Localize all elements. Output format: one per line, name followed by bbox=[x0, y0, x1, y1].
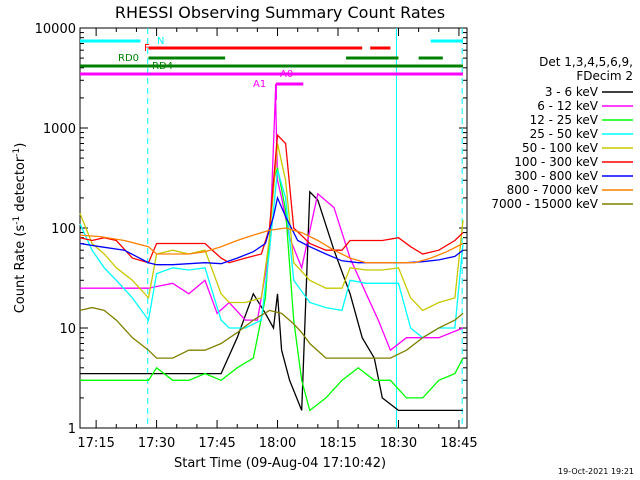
series-line-0 bbox=[80, 190, 463, 412]
y-tick-label: 10000 bbox=[35, 22, 76, 37]
legend-label-8: 7000 - 15000 keV bbox=[491, 197, 598, 211]
annotation-label-a0: A0 bbox=[280, 69, 293, 80]
series-line-1 bbox=[80, 91, 464, 352]
series-line-3 bbox=[79, 169, 464, 339]
y-tick-label: 1 bbox=[68, 422, 76, 437]
legend-label-0: 3 - 6 keV bbox=[545, 85, 599, 99]
series-line-7 bbox=[79, 227, 464, 264]
plot-frame bbox=[79, 27, 468, 429]
y-tick-label: 100 bbox=[51, 222, 76, 237]
y-axis-label: Count Rate (s-1 detector-1) bbox=[12, 143, 28, 314]
series-line-8 bbox=[79, 306, 464, 359]
legend-label-7: 800 - 7000 keV bbox=[507, 183, 599, 197]
legend-label-6: 300 - 800 keV bbox=[514, 169, 598, 183]
x-tick-label: 18:45 bbox=[440, 436, 477, 451]
annotation-label-f: F bbox=[144, 43, 150, 54]
legend-header-line2: FDecim 2 bbox=[576, 69, 633, 83]
series-line-4 bbox=[79, 143, 464, 312]
legend-label-3: 25 - 50 keV bbox=[530, 127, 599, 141]
legend-label-2: 12 - 25 keV bbox=[530, 113, 599, 127]
annotation-label-rd4: RD4 bbox=[152, 61, 173, 72]
series-lines bbox=[79, 91, 464, 412]
x-tick-label: 17:30 bbox=[138, 436, 175, 451]
legend-label-4: 50 - 100 keV bbox=[522, 141, 599, 155]
y-tick-label: 10 bbox=[59, 322, 76, 337]
annotation-bars: NF RD0 RD4 A0 A1 bbox=[80, 28, 463, 428]
x-axis-label: Start Time (09-Aug-04 17:10:42) bbox=[174, 456, 386, 471]
legend-header-line1: Det 1,3,4,5,6,9, bbox=[539, 55, 633, 69]
annotation-label-rd0: RD0 bbox=[118, 53, 139, 64]
y-tick-label: 1000 bbox=[43, 122, 76, 137]
legend-label-1: 6 - 12 keV bbox=[537, 99, 599, 113]
annotation-label-a1: A1 bbox=[253, 79, 266, 90]
x-tick-label: 17:45 bbox=[198, 436, 235, 451]
legend-label-5: 100 - 300 keV bbox=[514, 155, 598, 169]
x-tick-label: 18:00 bbox=[259, 436, 296, 451]
x-tick-label: 17:15 bbox=[77, 436, 114, 451]
series-line-2 bbox=[80, 167, 464, 412]
chart-title: RHESSI Observing Summary Count Rates bbox=[115, 3, 445, 22]
annotation-label-n: N bbox=[157, 36, 164, 47]
x-tick-label: 18:15 bbox=[319, 436, 356, 451]
y-axis: 1 10 100 1000 10000 bbox=[35, 22, 467, 437]
x-axis: 17:15 17:30 17:45 18:00 18:15 18:30 18:45 bbox=[77, 28, 478, 451]
x-tick-label: 18:30 bbox=[380, 436, 417, 451]
footer-date: 19-Oct-2021 19:21 bbox=[558, 467, 634, 476]
